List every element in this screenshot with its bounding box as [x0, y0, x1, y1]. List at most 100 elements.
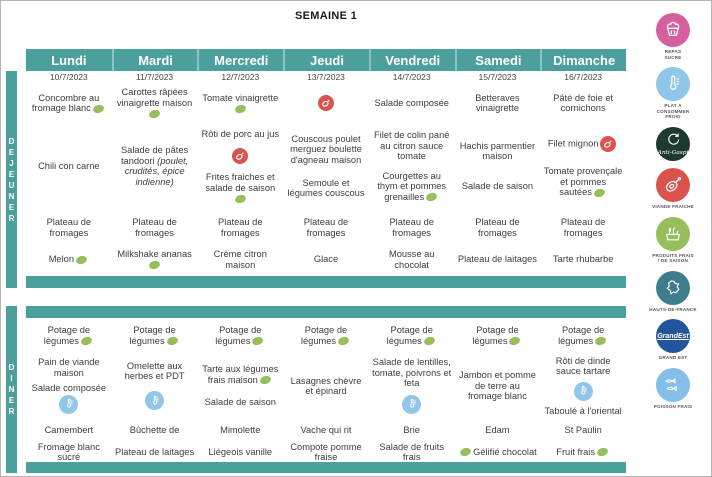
menu-item: Carottes râpées vinaigrette maison	[115, 87, 195, 120]
menu-item: Salade de pâtes tandoori (poulet, crudit…	[115, 145, 195, 187]
cold-dish-icon	[59, 394, 79, 414]
dish-text: Potage de légumes	[472, 325, 519, 346]
dish-text: Carottes râpées vinaigrette maison	[116, 87, 193, 108]
menu-cell: Pain de viande maison Salade composée	[26, 352, 112, 420]
menu-item: Tomate vinaigrette	[200, 93, 280, 115]
day-header-lundi: Lundi	[51, 52, 87, 68]
hauts-de-france-icon	[656, 270, 690, 305]
menu-item: Filet mignon	[548, 135, 619, 153]
menu-item: Fromage blanc sucré	[29, 442, 109, 463]
dish-text: Pâté de foie et cornichons	[553, 92, 614, 114]
menu-item: Compote pomme fraise	[286, 442, 366, 463]
cold-dish-icon	[402, 394, 422, 414]
dish-text: Melon	[48, 254, 75, 265]
dish-text: Salade de pâtes tandoori (poulet, crudit…	[120, 145, 189, 187]
menu-row: Potage de légumes Potage de légumes Potage…	[26, 319, 626, 352]
menu-item: Salade composée	[29, 383, 109, 415]
produits-frais-icon	[656, 216, 690, 251]
menu-cell: Potage de légumes	[26, 319, 112, 352]
dish-text: Tarte aux légumes frais maison	[202, 364, 279, 385]
menu-cell: Gélifié chocolat	[455, 441, 541, 463]
menu-cell: Omelette aux herbes et PDT	[112, 352, 198, 420]
menu-item: Salade de fruits frais	[372, 442, 452, 463]
dish-text: Taboulé à l'oriental	[544, 405, 622, 416]
menu-row: Concombre au fromage blanc Carottes râpée…	[26, 85, 626, 121]
seasonal-dot-icon	[258, 374, 272, 386]
menu-cell: Salade composée	[369, 85, 455, 121]
menu-item: Potage de légumes	[372, 325, 452, 347]
seasonal-dot-icon	[425, 191, 439, 203]
day-header-jeudi: Jeudi	[283, 49, 369, 71]
dish-text: Jambon et pomme de terre au fromage blan…	[458, 370, 536, 402]
menu-item: Potage de légumes	[115, 325, 195, 347]
menu-cell: Plateau de fromages	[369, 211, 455, 244]
dish-text: Plateau de fromages	[475, 217, 520, 238]
menu-row: Melon Milkshake ananas Crème citron maison…	[26, 244, 626, 275]
menu-item: Frites fraiches et salade de saison	[200, 172, 280, 205]
legend-item-repas-sucre: REPAS SUCRE	[656, 13, 690, 60]
menu-cell: Tomate vinaigrette	[197, 85, 283, 121]
seasonal-dot-icon	[459, 446, 473, 458]
dish-text: Vache qui rit	[300, 425, 352, 436]
legend-inner-text: Anti-Gaspi	[657, 149, 689, 156]
menu-cell	[283, 85, 369, 121]
dish-text: Salade de lentilles, tomate, poivrons et…	[372, 357, 452, 389]
menu-cell: Lasagnes chèvre et épinard	[283, 352, 369, 420]
day-header-mardi: Mardi	[111, 49, 198, 71]
menu-item: Salade de lentilles, tomate, poivrons et…	[372, 357, 452, 389]
poisson-frais-icon	[656, 367, 690, 402]
legend-inner-text: GrandEst	[657, 332, 689, 340]
dish-text: Bûchette de	[129, 425, 180, 436]
menu-item: Pain de viande maison	[29, 357, 109, 378]
menu-item: Plateau de laitages	[458, 254, 537, 265]
menu-item: Camembert	[45, 425, 94, 436]
menu-cell: Compote pomme fraise	[283, 441, 369, 463]
dish-text: Glace	[313, 254, 339, 265]
menu-item: Plateau de fromages	[458, 217, 538, 238]
seasonal-dot-icon	[148, 108, 162, 120]
menu-item: Salade composée	[374, 98, 448, 109]
menu-cell: Plateau de fromages	[197, 211, 283, 244]
menu-item: Potage de légumes	[543, 325, 623, 347]
menu-item: Liégeois vanille	[208, 447, 272, 458]
menu-cell: Plateau de laitages	[112, 441, 198, 463]
page-title: SEMAINE 1	[295, 10, 357, 22]
menu-cell: Salade de lentilles, tomate, poivrons et…	[369, 352, 455, 420]
menu-item: Plateau de fromages	[372, 217, 452, 238]
menu-cell: St Paulin	[540, 420, 626, 441]
dish-text: Betteraves vinaigrette	[475, 92, 520, 114]
menu-cell: Mimolette	[197, 420, 283, 441]
menu-cell: Couscous poulet merguez boulette d'agnea…	[283, 121, 369, 211]
menu-cell: Camembert	[26, 420, 112, 441]
menu-cell: Fromage blanc sucré	[26, 441, 112, 463]
menu-item: Chili con carne	[38, 161, 100, 172]
menu-item: Gélifié chocolat	[458, 447, 537, 458]
legend-label: HAUTS-DE-FRANCE	[649, 306, 697, 312]
menu-cell: Salade de fruits frais	[369, 441, 455, 463]
menu-item: Potage de légumes	[458, 325, 538, 347]
dish-text: Tarte rhubarbe	[552, 254, 614, 265]
menu-cell: Crème citron maison	[197, 244, 283, 275]
menu-cell: Concombre au fromage blanc	[26, 85, 112, 121]
dish-text: Milkshake ananas	[117, 249, 192, 259]
dish-text: Camembert	[44, 425, 94, 436]
menu-row: Fromage blanc sucré Plateau de laitages Li…	[26, 441, 626, 463]
menu-cell: Brie	[369, 420, 455, 441]
legend-item-viande-fraiche: VIANDE FRAICHE	[652, 167, 694, 210]
grand-est-icon: GrandEst	[656, 319, 690, 354]
dish-text: Hachis parmentier maison	[459, 140, 536, 162]
dish-text: Gélifié chocolat	[473, 446, 537, 457]
seasonal-dot-icon	[233, 193, 247, 205]
dish-text: Filet de colin pané au citron sauce toma…	[373, 130, 450, 161]
menu-cell: Liégeois vanille	[197, 441, 283, 463]
dish-text: Plateau de laitages	[115, 446, 195, 457]
dish-text: Compote pomme fraise	[290, 441, 362, 463]
menu-item	[400, 394, 423, 415]
menu-cell: Carottes râpées vinaigrette maison	[112, 85, 198, 121]
diner-top-divider	[26, 306, 626, 318]
menu-item: Vache qui rit	[300, 425, 351, 436]
menu-cell: Betteraves vinaigrette	[455, 85, 541, 121]
